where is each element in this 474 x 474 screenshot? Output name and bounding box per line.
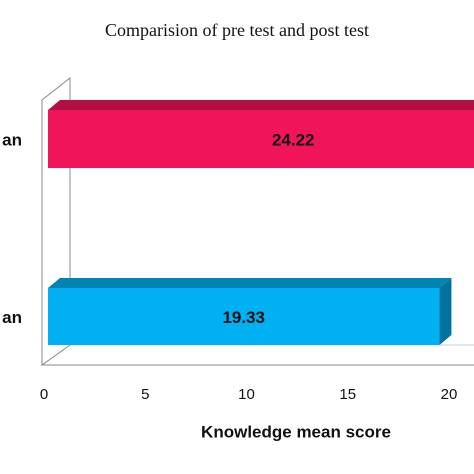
bar (48, 110, 474, 168)
chart-title: Comparision of pre test and post test (105, 20, 369, 40)
x-tick-label: 0 (40, 386, 48, 403)
x-tick-label: 10 (238, 386, 255, 403)
bar-top (48, 278, 452, 288)
bar-top (48, 100, 474, 110)
x-tick-label: 5 (141, 386, 149, 403)
x-tick-label: 15 (339, 386, 356, 403)
y-tick-label: an (2, 308, 22, 327)
x-axis-title: Knowledge mean score (201, 422, 391, 441)
x-tick-label: 20 (441, 386, 458, 403)
bar-side (439, 278, 452, 345)
y-tick-label: an (2, 130, 22, 149)
value-label: 24.22 (272, 130, 315, 149)
bar (48, 288, 440, 345)
value-label: 19.33 (222, 308, 265, 327)
